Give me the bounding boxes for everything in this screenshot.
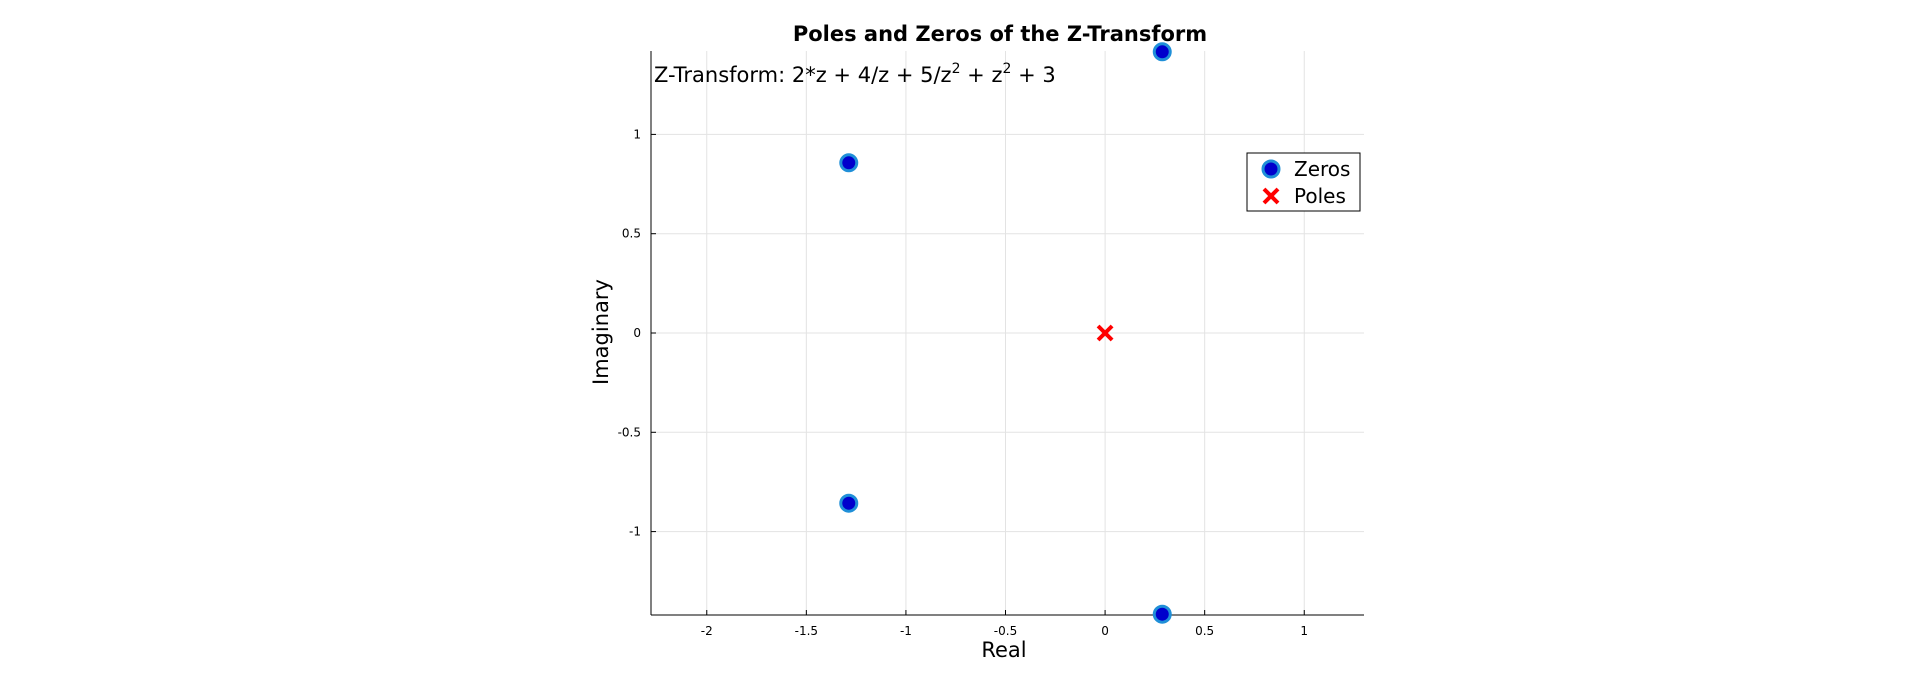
annotation-exponent-2: 2 [1002,61,1011,77]
annotation-text: Z-Transform: 2*z + 4/z + 5/z [654,63,952,87]
pole-point [1096,324,1114,342]
y-tick-label: -0.5 [618,425,641,439]
x-tick-label: -0.5 [994,624,1017,638]
legend: Zeros Poles [1246,152,1361,212]
legend-poles-marker [1262,187,1280,205]
y-tick-label: 0 [633,326,641,340]
chart-title: Poles and Zeros of the Z-Transform [793,22,1207,46]
x-axis-label: Real [981,638,1026,662]
legend-zeros-label: Zeros [1294,157,1350,181]
zero-point [1152,604,1172,624]
legend-poles-label: Poles [1294,184,1346,208]
legend-zeros-marker [1261,159,1281,179]
y-tick-label: 0.5 [622,227,641,241]
transform-annotation: Z-Transform: 2*z + 4/z + 5/z2 + z2 + 3 [654,61,1056,87]
y-tick-label: -1 [629,525,641,539]
x-tick-label: -1 [900,624,912,638]
annotation-exponent-1: 2 [952,61,961,77]
y-tick-label: 1 [633,127,641,141]
marks-layer [839,42,1172,624]
x-tick-label: 1 [1300,624,1308,638]
x-tick-label: -2 [701,624,713,638]
y-axis-label: Imaginary [589,279,613,385]
zero-point [1152,42,1172,62]
zero-point [839,493,859,513]
x-tick-label: 0.5 [1195,624,1214,638]
pole-point-stroke [1096,324,1114,342]
x-tick-label: 0 [1101,624,1109,638]
zero-point [839,153,859,173]
annotation-mid: + z [961,63,1003,87]
annotation-tail: + 3 [1011,63,1055,87]
grid-layer [651,51,1364,615]
ticks-layer: -2 -1.5 -1 -0.5 0 0.5 1 -1 -0.5 0 0.5 1 [618,127,1308,638]
x-tick-label: -1.5 [795,624,818,638]
